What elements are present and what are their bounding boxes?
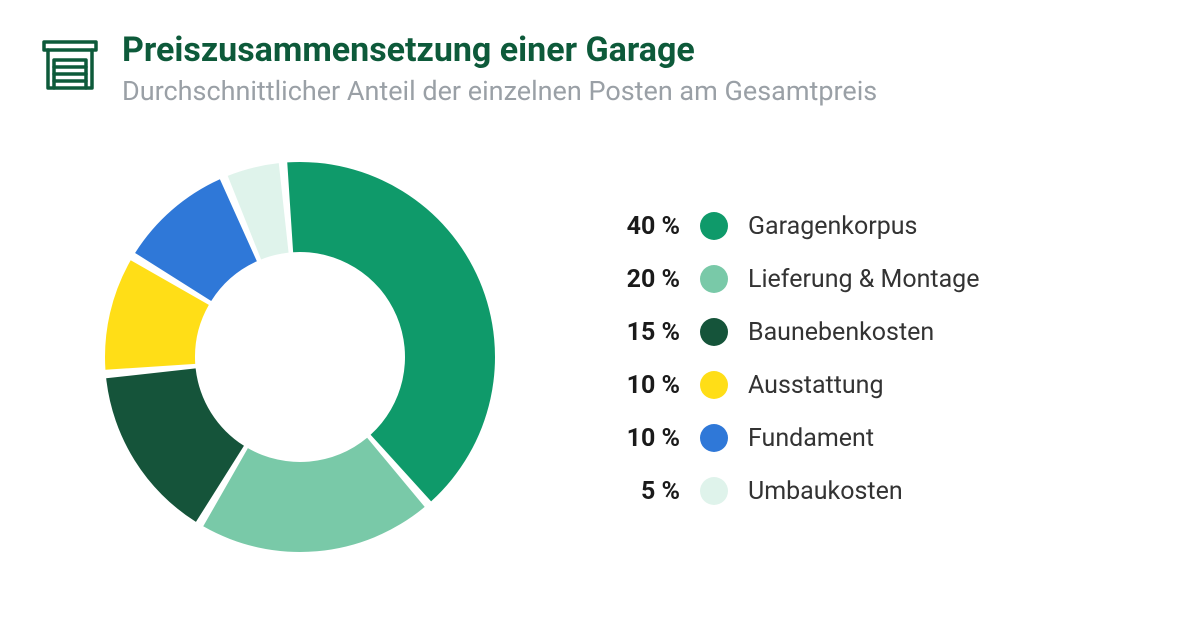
donut-chart — [100, 157, 500, 561]
legend-percent: 10 % — [600, 424, 680, 453]
legend-item: 15 % Baunebenkosten — [600, 318, 979, 347]
legend-item: 20 % Lieferung & Montage — [600, 265, 979, 294]
legend-percent: 40 % — [600, 212, 680, 241]
page-title: Preiszusammensetzung einer Garage — [122, 30, 1160, 71]
legend-item: 10 % Ausstattung — [600, 371, 979, 400]
legend-item: 10 % Fundament — [600, 424, 979, 453]
legend-swatch — [700, 371, 728, 399]
legend-item: 5 % Umbaukosten — [600, 477, 979, 506]
header: Preiszusammensetzung einer Garage Durchs… — [40, 30, 1160, 107]
donut-slice — [287, 162, 495, 501]
legend-swatch — [700, 212, 728, 240]
legend-percent: 15 % — [600, 318, 680, 347]
legend-swatch — [700, 424, 728, 452]
legend-label: Garagenkorpus — [748, 212, 917, 241]
page-subtitle: Durchschnittlicher Anteil der einzelnen … — [122, 75, 1160, 107]
legend-item: 40 % Garagenkorpus — [600, 212, 979, 241]
garage-icon — [40, 36, 100, 96]
legend-swatch — [700, 477, 728, 505]
legend-label: Fundament — [748, 424, 874, 453]
legend-percent: 20 % — [600, 265, 680, 294]
legend-label: Lieferung & Montage — [748, 265, 979, 294]
legend-label: Umbaukosten — [748, 477, 903, 506]
legend-swatch — [700, 265, 728, 293]
legend-percent: 10 % — [600, 371, 680, 400]
legend-swatch — [700, 318, 728, 346]
legend-label: Ausstattung — [748, 371, 884, 400]
chart-legend: 40 % Garagenkorpus 20 % Lieferung & Montage… — [600, 212, 979, 506]
legend-label: Baunebenkosten — [748, 318, 934, 347]
legend-percent: 5 % — [600, 477, 680, 506]
